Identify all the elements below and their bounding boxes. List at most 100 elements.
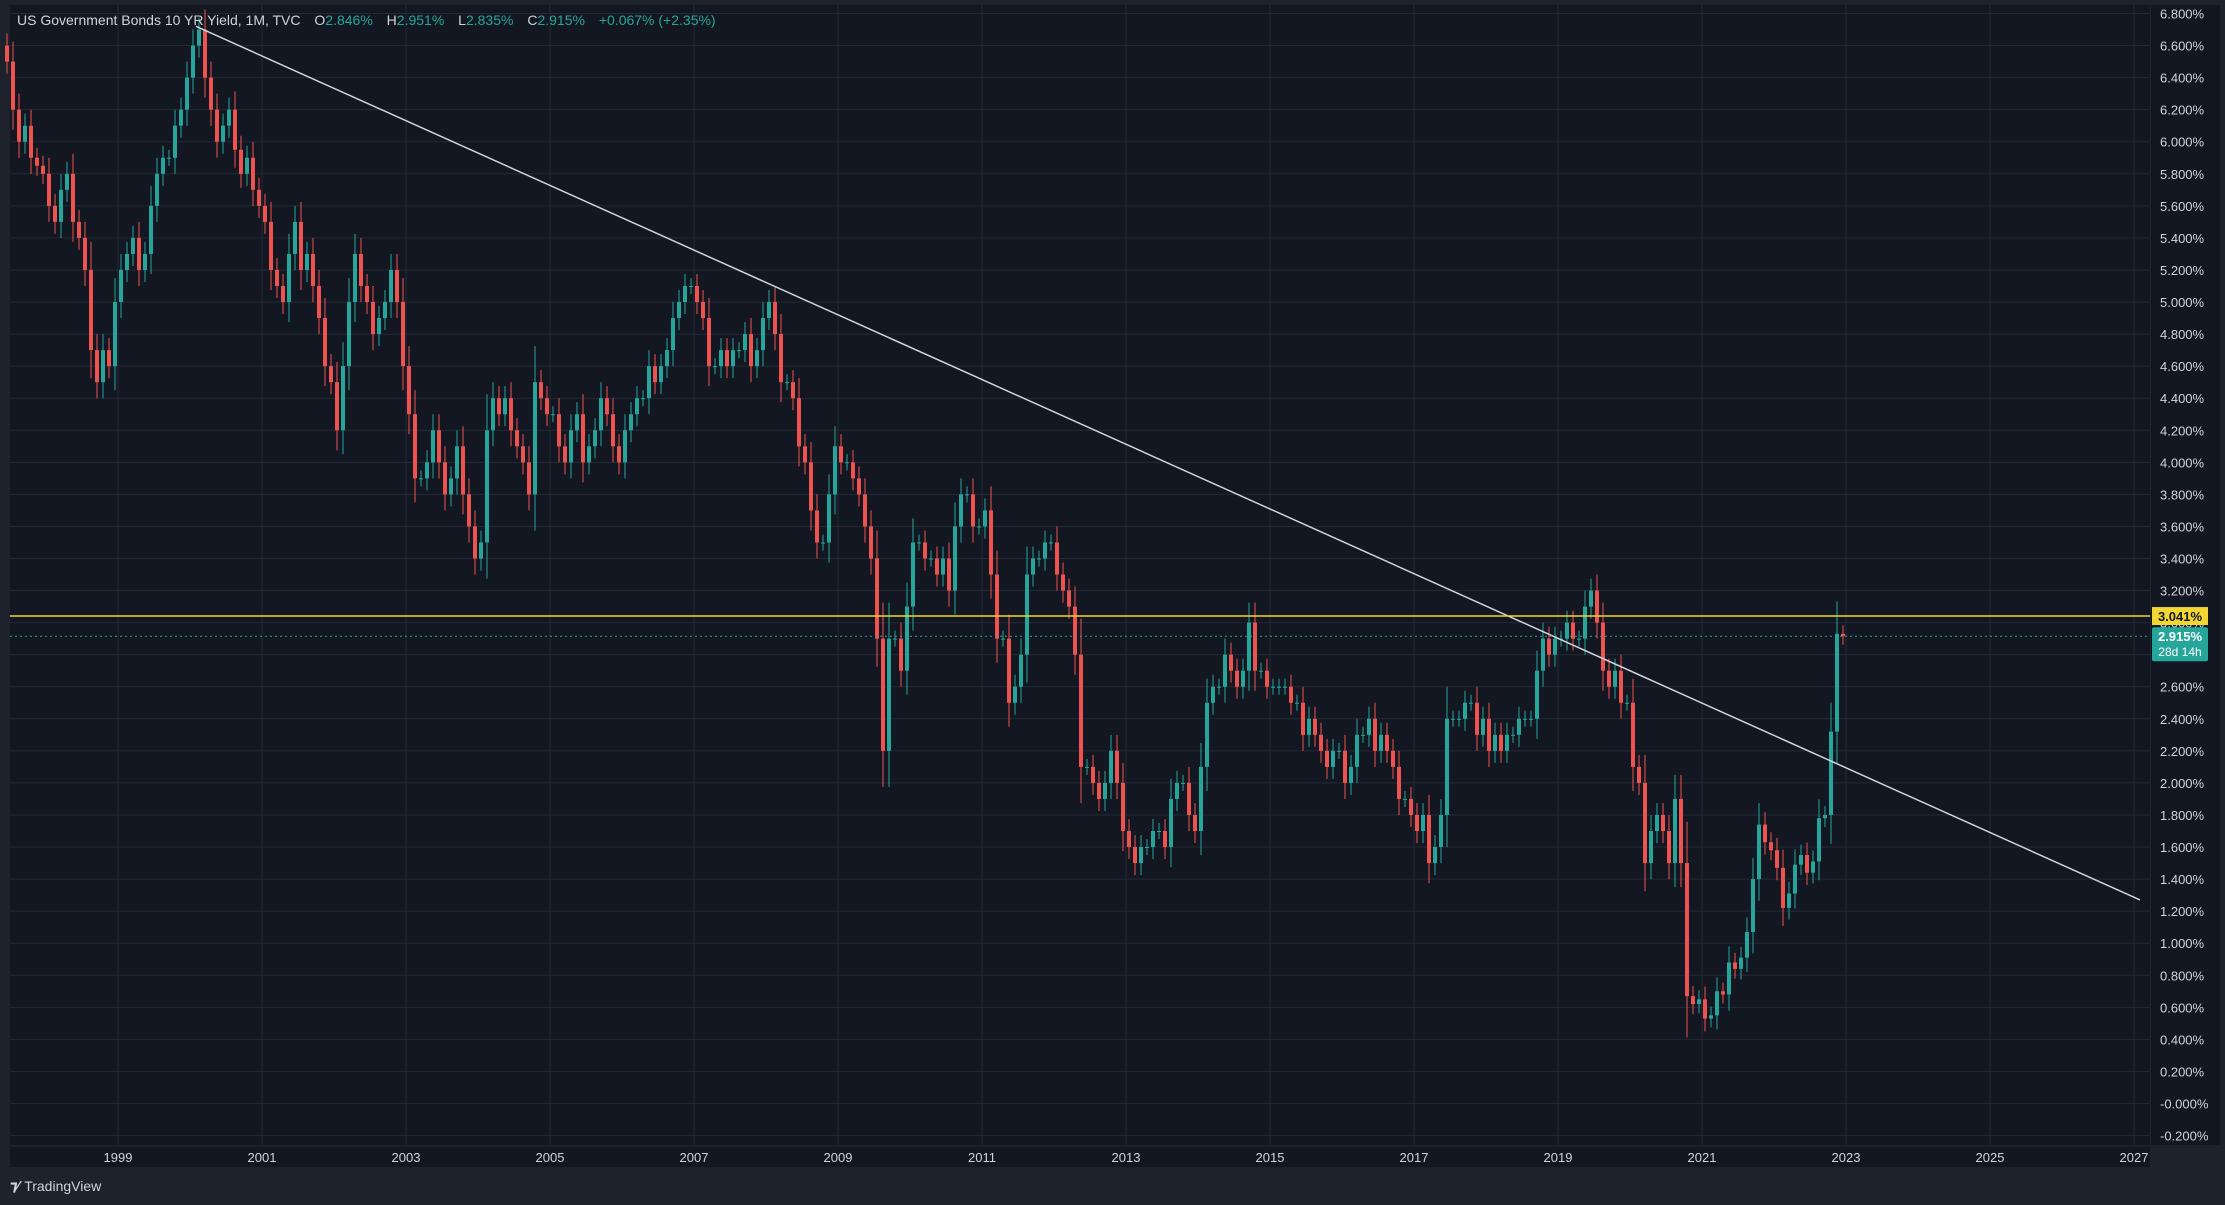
candle-body (1739, 957, 1743, 969)
candle-body (11, 61, 15, 110)
low-label: L (458, 12, 466, 28)
candle-body (467, 494, 471, 527)
candle-body (935, 558, 939, 575)
candle-body (875, 558, 879, 639)
candle-body (731, 350, 735, 367)
candle-body (965, 494, 969, 496)
plot-panel (10, 5, 2150, 1145)
candle-body (1019, 654, 1023, 687)
symbol-title[interactable]: US Government Bonds 10 YR Yield, 1M, TVC (17, 12, 301, 28)
candle-body (1265, 670, 1269, 687)
y-tick-label: 2.400% (2160, 712, 2205, 727)
candle-body (1313, 718, 1317, 735)
candle-body (593, 430, 597, 447)
y-tick-label: 6.400% (2160, 71, 2205, 86)
candle-body (299, 221, 303, 270)
candle-body (563, 446, 567, 463)
candle-body (1547, 638, 1551, 655)
candle-body (221, 125, 225, 142)
tradingview-brand[interactable]: ⁊⁄ TradingView (10, 1177, 101, 1195)
candle-body (1355, 734, 1359, 767)
open-label: O (314, 12, 326, 28)
candle-body (689, 286, 693, 287)
candle-body (233, 109, 237, 150)
candle-body (1451, 718, 1455, 720)
candle-body (1727, 962, 1731, 995)
candle-body (179, 109, 183, 126)
candle-body (23, 125, 27, 142)
candle-body (1049, 542, 1053, 544)
candle-body (1457, 718, 1461, 720)
candle-body (1115, 750, 1119, 783)
candle-body (995, 574, 999, 639)
candle-body (1277, 686, 1281, 688)
candle-body (1373, 718, 1377, 751)
candle-body (269, 221, 273, 270)
candle-body (527, 462, 531, 495)
candle-body (479, 542, 483, 559)
candle-body (1535, 670, 1539, 719)
candle-body (263, 205, 267, 222)
candle-body (47, 173, 51, 206)
candle-body (1187, 782, 1191, 815)
y-tick-label: 4.400% (2160, 391, 2205, 406)
candle-body (1619, 670, 1623, 703)
candle-body (275, 269, 279, 286)
candle-body (1721, 991, 1725, 995)
candle-body (737, 350, 741, 352)
candle-body (1505, 734, 1509, 751)
x-tick-label: 2003 (392, 1150, 421, 1165)
y-tick-label: 0.400% (2160, 1032, 2205, 1047)
candle-body (713, 366, 717, 368)
candle-body (35, 157, 39, 166)
candle-body (725, 350, 729, 367)
open-value: 2.846% (325, 12, 373, 28)
candle-body (287, 253, 291, 303)
candle-body (365, 286, 369, 303)
candle-body (605, 398, 609, 415)
candle-body (521, 446, 525, 463)
candle-body (185, 77, 189, 110)
candle-body (65, 173, 69, 190)
y-tick-label: 2.200% (2160, 744, 2205, 759)
candle-body (893, 638, 897, 640)
candle-body (203, 29, 207, 78)
x-tick-label: 2013 (1112, 1150, 1141, 1165)
candle-body (1487, 718, 1491, 751)
candle-body (1481, 718, 1485, 735)
candle-body (539, 382, 543, 399)
candle-body (1079, 654, 1083, 767)
candle-body (383, 302, 387, 319)
low-value: 2.835% (465, 12, 514, 28)
candle-body (503, 398, 507, 415)
candle-body (671, 318, 675, 351)
y-tick-label: 1.600% (2160, 840, 2205, 855)
candle-body (1409, 798, 1413, 815)
candle-body (1127, 831, 1131, 848)
candle-body (719, 350, 723, 367)
candle-body (497, 398, 501, 415)
candle-body (227, 109, 231, 126)
candle-body (1553, 638, 1557, 655)
candle-body (1085, 766, 1089, 768)
candle-body (431, 430, 435, 463)
candle-body (1475, 702, 1479, 735)
candle-body (1781, 867, 1785, 908)
candle-body (1625, 702, 1629, 704)
candle-body (905, 606, 909, 671)
candle-body (1751, 879, 1755, 932)
candle-body (341, 366, 345, 431)
candle-body (425, 462, 429, 479)
candle-body (1829, 731, 1833, 815)
candle-body (1067, 590, 1071, 607)
candle-body (305, 253, 309, 270)
current-price-label: 2.915% (2158, 629, 2203, 644)
bar-countdown-label: 28d 14h (2158, 645, 2201, 659)
candle-body (989, 510, 993, 575)
candle-body (1271, 686, 1275, 688)
candle-body (1679, 798, 1683, 864)
candle-body (1001, 638, 1005, 640)
x-tick-label: 2007 (680, 1150, 709, 1165)
